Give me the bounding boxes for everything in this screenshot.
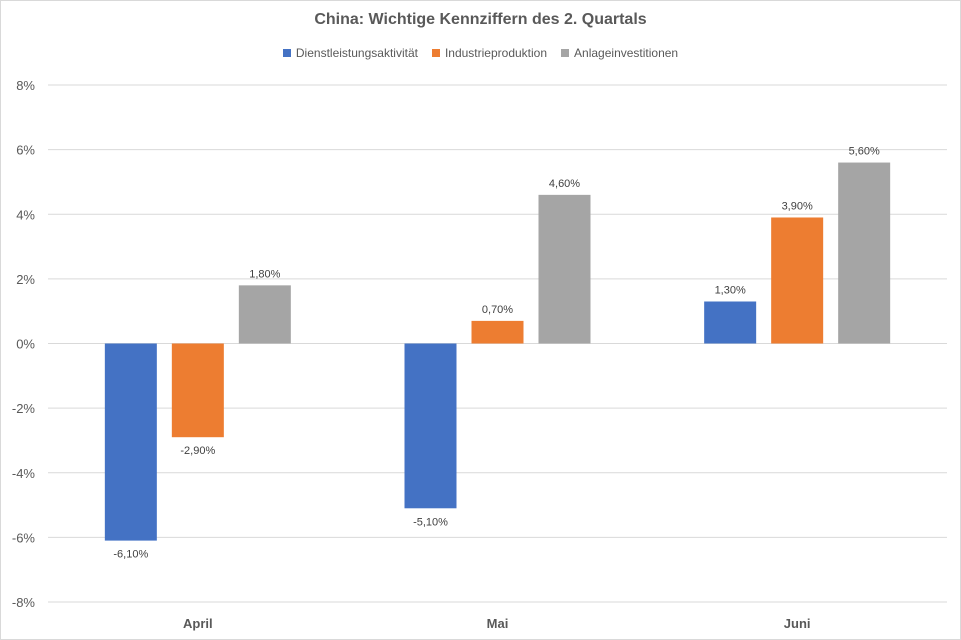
data-label: 5,60% bbox=[849, 146, 880, 158]
y-tick-label: 2% bbox=[16, 272, 35, 287]
legend-label: Anlageinvestitionen bbox=[574, 46, 679, 60]
data-label: 3,90% bbox=[782, 200, 813, 212]
y-tick-label: 8% bbox=[16, 78, 35, 93]
y-tick-label: 0% bbox=[16, 337, 35, 352]
bar bbox=[838, 162, 891, 344]
y-tick-label: 4% bbox=[16, 207, 35, 222]
legend-item-anlage: Anlageinvestitionen bbox=[561, 46, 678, 60]
chart-title: China: Wichtige Kennziffern des 2. Quart… bbox=[314, 11, 647, 28]
legend-label: Industrieproduktion bbox=[444, 46, 548, 60]
x-tick-label: April bbox=[183, 616, 213, 631]
legend-item-industrie: Industrieproduktion bbox=[431, 46, 548, 60]
bar bbox=[471, 320, 524, 344]
bar bbox=[171, 343, 224, 438]
y-tick-label: -8% bbox=[12, 595, 36, 610]
y-tick-label: -2% bbox=[12, 401, 36, 416]
bar bbox=[104, 343, 157, 541]
data-label: -6,10% bbox=[113, 549, 148, 561]
data-label: 4,60% bbox=[549, 178, 580, 190]
y-tick-label: -4% bbox=[12, 466, 36, 481]
data-label: 1,80% bbox=[249, 268, 280, 280]
legend-swatch bbox=[282, 49, 291, 57]
bar bbox=[238, 285, 291, 344]
data-label: -5,10% bbox=[413, 516, 448, 528]
y-tick-label: -6% bbox=[12, 530, 36, 545]
legend: Dienstleistungsaktivität Industrieproduk… bbox=[1, 46, 960, 60]
data-label: 1,30% bbox=[715, 284, 746, 296]
legend-label: Dienstleistungsaktivität bbox=[295, 46, 418, 60]
data-label: 0,70% bbox=[482, 304, 513, 316]
bar bbox=[404, 343, 457, 509]
bar bbox=[704, 301, 757, 344]
legend-swatch bbox=[561, 49, 570, 57]
data-label: -2,90% bbox=[180, 445, 215, 457]
bar bbox=[538, 194, 591, 344]
legend-item-dienstleistung: Dienstleistungsaktivität bbox=[282, 46, 418, 60]
legend-swatch bbox=[431, 49, 440, 57]
x-tick-label: Mai bbox=[487, 616, 509, 631]
y-tick-label: 6% bbox=[16, 143, 35, 158]
bar bbox=[771, 217, 824, 344]
x-tick-label: Juni bbox=[784, 616, 811, 631]
